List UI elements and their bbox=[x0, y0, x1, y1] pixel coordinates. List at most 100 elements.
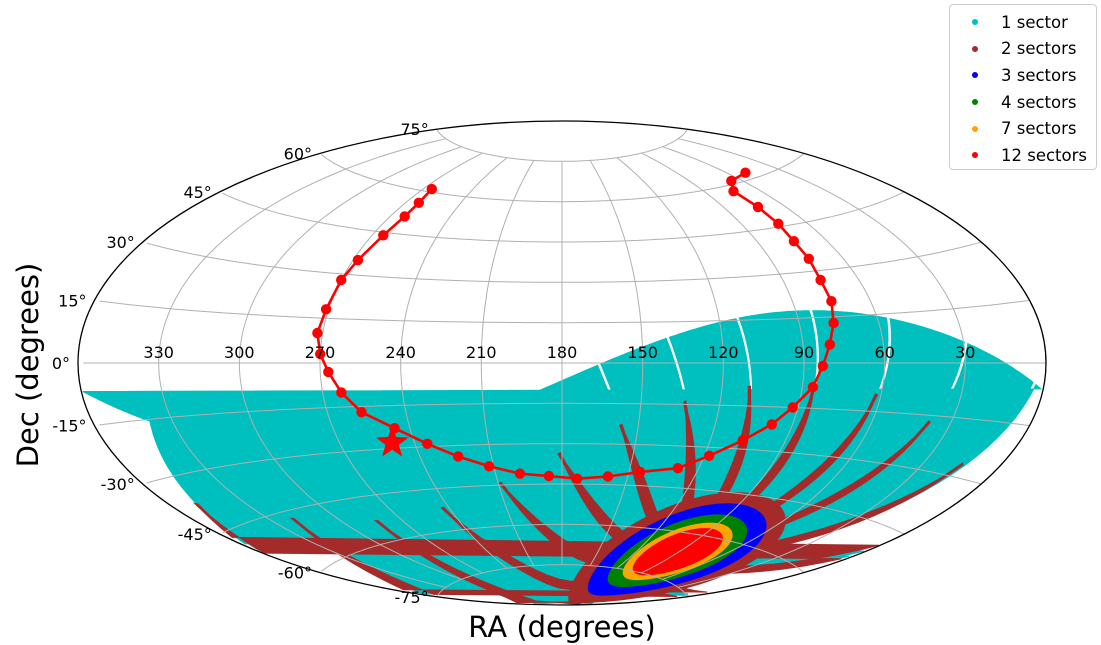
legend-item: 7 sectors bbox=[950, 115, 1096, 142]
grid-meridian bbox=[400, 157, 508, 569]
ecliptic-point bbox=[815, 274, 826, 286]
ecliptic-point bbox=[737, 435, 748, 446]
legend-marker bbox=[972, 45, 978, 52]
legend-item: 1 sector bbox=[950, 9, 1096, 36]
legend-item: 4 sectors bbox=[950, 89, 1096, 116]
ecliptic-point bbox=[672, 463, 684, 474]
dec-tick-label: 60° bbox=[284, 144, 312, 163]
ra-tick-label: 60 bbox=[875, 343, 895, 362]
ecliptic-point bbox=[320, 304, 332, 315]
grid-meridian bbox=[158, 138, 447, 588]
ecliptic-point bbox=[323, 366, 334, 378]
grid-meridian bbox=[589, 160, 644, 566]
dec-tick-label: -75° bbox=[395, 588, 429, 607]
dec-tick-label: -15° bbox=[52, 417, 86, 436]
dec-tick-label: -45° bbox=[178, 525, 212, 544]
dec-tick-label: 0° bbox=[52, 354, 70, 373]
ecliptic-point bbox=[740, 167, 751, 178]
legend-marker bbox=[972, 125, 978, 132]
ecliptic-point bbox=[726, 175, 737, 187]
ra-tick-label: 330 bbox=[143, 343, 174, 362]
ecliptic-point bbox=[483, 461, 495, 472]
dec-tick-label: 30° bbox=[106, 233, 134, 252]
dec-tick-label: 15° bbox=[58, 291, 86, 310]
legend: 1 sector 2 sectors 3 sectors 4 sectors 7 sec… bbox=[949, 4, 1097, 170]
legend-label: 4 sectors bbox=[1001, 92, 1077, 112]
ra-tick-label: 150 bbox=[627, 343, 658, 362]
ecliptic-point bbox=[312, 327, 323, 339]
coverage-layer bbox=[82, 310, 1043, 605]
marker-layer bbox=[376, 425, 409, 457]
grid-meridian bbox=[319, 152, 483, 574]
ecliptic-point bbox=[766, 419, 777, 430]
ecliptic-point bbox=[752, 201, 764, 213]
grid-parallel bbox=[436, 128, 688, 162]
ra-tick-label: 240 bbox=[385, 343, 416, 362]
ecliptic-layer bbox=[312, 167, 839, 484]
ecliptic-point bbox=[336, 274, 347, 286]
ecliptic-point bbox=[817, 360, 828, 372]
legend-item: 2 sectors bbox=[950, 36, 1096, 63]
y-axis-label: Dec (degrees) bbox=[11, 263, 45, 468]
ecliptic-point bbox=[413, 197, 424, 208]
ra-tick-label: 300 bbox=[224, 343, 255, 362]
legend-label: 7 sectors bbox=[1001, 119, 1077, 139]
legend-label: 1 sector bbox=[1001, 12, 1068, 32]
ecliptic-point bbox=[426, 183, 437, 195]
ecliptic-point bbox=[824, 339, 835, 350]
legend-item: 12 sectors bbox=[950, 142, 1096, 169]
ecliptic-point bbox=[788, 236, 800, 247]
star-marker bbox=[376, 425, 409, 457]
tick-layer: 330 300 270 240 210 180 150 120 90 60 30 -75° -60° -4… bbox=[52, 120, 976, 607]
legend-marker bbox=[972, 99, 978, 106]
grid-meridian bbox=[641, 152, 805, 574]
legend-marker bbox=[972, 152, 978, 159]
ecliptic-point bbox=[803, 253, 814, 264]
grid-parallel bbox=[99, 299, 1030, 324]
ecliptic-point bbox=[336, 387, 347, 398]
dec-tick-label: 75° bbox=[400, 120, 428, 139]
ecliptic-point bbox=[571, 473, 583, 484]
dec-tick-label: -60° bbox=[278, 564, 312, 583]
grid-parallel bbox=[146, 241, 982, 283]
dec-tick-label: -30° bbox=[101, 475, 135, 494]
sky-boundary bbox=[77, 120, 1047, 606]
ra-tick-label: 120 bbox=[708, 343, 739, 362]
legend-marker bbox=[972, 19, 978, 26]
ecliptic-point bbox=[352, 254, 364, 266]
legend-item: 3 sectors bbox=[950, 62, 1096, 89]
ecliptic-point bbox=[356, 407, 367, 418]
legend-marker bbox=[972, 72, 978, 79]
grid-layer bbox=[83, 128, 1046, 598]
ra-tick-label: 30 bbox=[955, 343, 975, 362]
ra-tick-label: 180 bbox=[547, 343, 578, 362]
ecliptic-point bbox=[399, 211, 410, 222]
dec-tick-label: 45° bbox=[183, 183, 211, 202]
grid-meridian bbox=[480, 160, 535, 566]
ecliptic-point bbox=[315, 348, 326, 360]
x-axis-label: RA (degrees) bbox=[468, 610, 655, 644]
ecliptic-point bbox=[453, 451, 464, 462]
ecliptic-point bbox=[602, 471, 614, 482]
ra-tick-label: 90 bbox=[794, 343, 814, 362]
ecliptic-point bbox=[828, 317, 839, 329]
ecliptic-point bbox=[543, 470, 555, 482]
ecliptic-point bbox=[826, 296, 837, 307]
grid-parallel bbox=[99, 402, 1030, 427]
ecliptic-point bbox=[807, 381, 819, 393]
ra-tick-label: 210 bbox=[466, 343, 497, 362]
grid-meridian bbox=[677, 138, 966, 588]
ecliptic-point bbox=[378, 230, 389, 241]
ecliptic-point bbox=[422, 438, 433, 449]
pole-cap-6 bbox=[632, 528, 723, 576]
legend-label: 3 sectors bbox=[1001, 65, 1077, 85]
ecliptic-point bbox=[773, 218, 784, 229]
legend-label: 12 sectors bbox=[1001, 145, 1088, 165]
legend-label: 2 sectors bbox=[1001, 39, 1077, 59]
ra-tick-label: 270 bbox=[305, 343, 336, 362]
grid-meridian bbox=[616, 157, 724, 569]
ecliptic-point bbox=[634, 466, 646, 478]
ecliptic-point bbox=[787, 402, 798, 413]
grid-meridian bbox=[662, 146, 886, 580]
